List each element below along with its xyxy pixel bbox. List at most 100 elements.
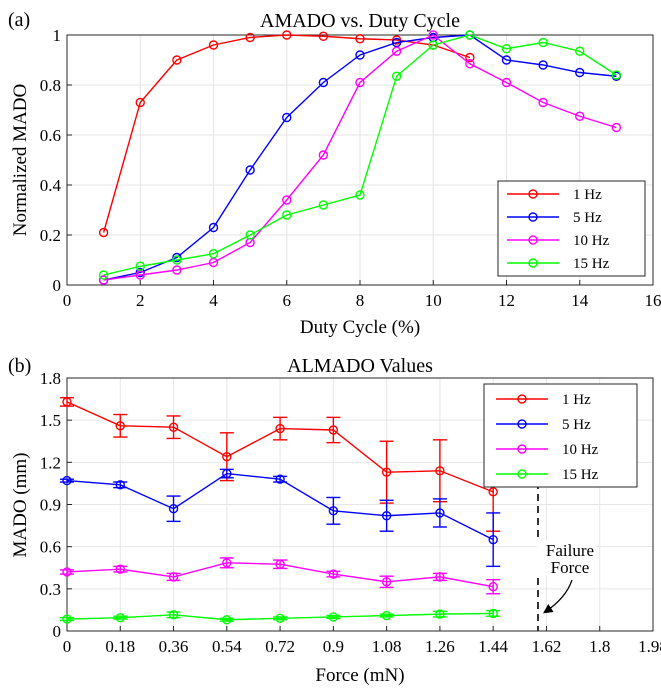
panel-a-data-point <box>465 59 475 69</box>
panel-b-x-tick-label: 1.26 <box>425 637 455 656</box>
panel-b-error-bar <box>166 495 181 523</box>
panel-a-data-point <box>611 122 622 133</box>
panel-b-data-point <box>381 511 392 521</box>
panel-b-x-tick-label: 0.18 <box>105 637 135 656</box>
panel-a-x-tick-label: 12 <box>498 291 515 310</box>
panel-b-data-point <box>328 425 339 435</box>
panel-b-data-point <box>168 610 179 620</box>
panel-a-data-point <box>575 111 585 121</box>
panel-a-data-point <box>355 50 365 60</box>
panel-a-data-point <box>391 37 402 48</box>
panel-b-error-bar <box>60 616 74 622</box>
panel-a-data-point <box>208 249 219 259</box>
panel-a-data-point <box>611 70 622 80</box>
panel-b-error-bar <box>113 413 128 438</box>
panel-a-data-point <box>391 35 402 45</box>
panel-a-data-point <box>172 55 182 65</box>
panel-b-error-bar <box>326 570 341 578</box>
panel-a-data-point <box>245 165 255 175</box>
panel-b-data-point <box>168 572 179 582</box>
panel-b-data-point <box>328 569 339 579</box>
panel-a-legend-label: 1 Hz <box>573 187 602 203</box>
panel-b-legend-label: 15 Hz <box>562 467 599 483</box>
panel-b-y-tick-label: 0.3 <box>40 580 61 599</box>
panel-a-data-point <box>575 46 585 56</box>
panel-a-data-point <box>355 34 365 44</box>
panel-b-data-point <box>488 534 498 545</box>
panel-a-y-tick-label: 1 <box>53 26 62 45</box>
panel-a-data-point <box>135 97 145 108</box>
panel-b-error-bar <box>273 416 288 441</box>
panel-a-data-point <box>172 255 182 265</box>
panel-a-data-point <box>98 270 109 280</box>
panel-a-x-tick-label: 10 <box>425 291 442 310</box>
panel-a-legend-marker <box>528 258 538 268</box>
panel-a-data-point <box>501 55 512 65</box>
panel-a-x-tick-label: 16 <box>645 291 661 310</box>
panel-b-error-bar <box>326 496 341 525</box>
panel-a-data-point <box>208 222 219 233</box>
panel-a-data-point <box>318 150 329 160</box>
panel-a-legend-item-15hz: 15 Hz <box>507 256 610 272</box>
panel-b-error-bar <box>486 512 501 568</box>
panel-a-series-line <box>103 34 617 281</box>
panel-a-data-point <box>135 261 145 271</box>
panel-b-data-point <box>275 559 285 569</box>
panel-b-error-bar <box>432 610 447 618</box>
panel-b-y-tick-label: 0.6 <box>40 538 61 557</box>
panel-a-data-point <box>208 257 219 268</box>
panel-b-series-1hz <box>60 396 501 532</box>
panel-a-legend-marker <box>528 189 538 199</box>
panel-b-data-point <box>222 468 232 479</box>
panel-a-data-point <box>318 31 329 41</box>
panel-b-error-bar <box>379 499 394 532</box>
panel-b-y-tick-label: 0.9 <box>40 496 61 515</box>
panel-b-legend-label: 1 Hz <box>562 392 591 408</box>
panel-a-x-axis-label: Duty Cycle (%) <box>300 317 420 338</box>
panel-b-data-point <box>168 504 179 514</box>
panel-a-data-point <box>501 44 512 54</box>
panel-b-error-bar <box>432 498 447 528</box>
panel-b-error-bar <box>273 616 288 621</box>
panel-b-data-point <box>381 577 392 587</box>
panel-b-data-point <box>115 421 125 431</box>
panel-a-data-point <box>575 67 585 78</box>
annotation-force: Force <box>551 558 590 577</box>
panel-b-error-bar <box>166 415 181 440</box>
panel-b-x-tick-label: 1.8 <box>589 637 610 656</box>
panel-a-data-point <box>355 77 365 88</box>
panel-a-series-10hz <box>98 30 622 285</box>
panel-a-data-point <box>428 30 438 40</box>
panel-a-data-point <box>501 77 512 88</box>
panel-b-data-point <box>435 609 445 619</box>
panel-b-data-point <box>435 508 445 518</box>
panel-b-error-bar <box>113 565 128 573</box>
panel-a-data-point <box>282 195 292 205</box>
panel-b-x-tick-label: 0.72 <box>265 637 295 656</box>
panel-b-data-point <box>222 452 232 462</box>
panel-b-data-point <box>381 610 392 621</box>
panel-a-legend-item-10hz: 10 Hz <box>507 233 610 249</box>
panel-b-x-tick-label: 0 <box>63 637 72 656</box>
panel-b-y-tick-label: 1.5 <box>40 411 61 430</box>
panel-b-legend-item-15hz: 15 Hz <box>496 467 599 483</box>
panel-a-data-point <box>172 265 182 275</box>
panel-a-data-point <box>282 30 292 40</box>
panel-b-legend: 1 Hz 5 Hz 10 Hz 15 Hz <box>483 383 638 488</box>
panel-b-series-10hz <box>60 557 501 595</box>
panel-a-x-tick-label: 6 <box>283 291 292 310</box>
panel-b-data-point <box>115 480 125 490</box>
panel-a-series-line <box>103 34 617 281</box>
panel-a-legend-marker <box>528 235 538 245</box>
panel-b-data-point <box>222 558 232 568</box>
panel-b-data-point <box>275 423 285 434</box>
panel-b-data-point <box>275 474 285 484</box>
panel-b-legend-marker <box>517 394 527 404</box>
panel-b-data-point <box>328 506 339 516</box>
panel-a-legend-item-5hz: 5 Hz <box>507 210 602 226</box>
panel-b-ticks: 0 0.18 0.36 0.54 0.72 0.9 1.08 1.26 1.44 1.62 1.8 1… <box>40 369 661 656</box>
panel-a-y-tick-label: 0 <box>53 276 62 295</box>
panel-b-series-15hz <box>60 608 501 625</box>
panel-a-data-point <box>98 227 109 238</box>
